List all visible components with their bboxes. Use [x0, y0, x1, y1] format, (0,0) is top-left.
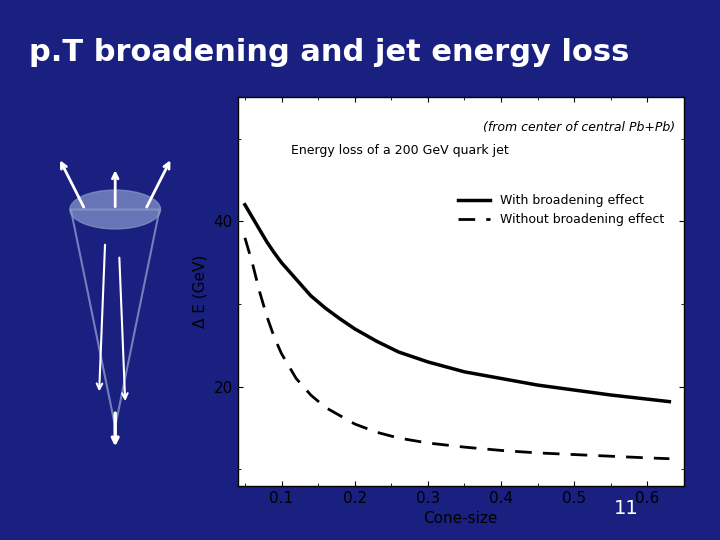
With broadening effect	[395, 349, 403, 355]
With broadening effect	[606, 392, 615, 398]
With broadening effect	[423, 359, 432, 365]
Text: (from center of central Pb+Pb): (from center of central Pb+Pb)	[483, 120, 675, 133]
With broadening effect	[497, 375, 505, 382]
With broadening effect	[277, 259, 286, 266]
Without broadening effect	[460, 444, 469, 450]
Without broadening effect	[277, 350, 286, 357]
With broadening effect	[534, 382, 542, 388]
With broadening effect	[570, 387, 579, 393]
With broadening effect	[307, 293, 315, 299]
With broadening effect	[270, 249, 279, 256]
Ellipse shape	[70, 190, 161, 229]
With broadening effect	[643, 396, 652, 402]
With broadening effect	[665, 399, 674, 405]
With broadening effect	[263, 239, 271, 245]
With broadening effect	[372, 338, 381, 345]
X-axis label: Cone-size: Cone-size	[423, 511, 498, 526]
Without broadening effect	[606, 453, 615, 460]
Without broadening effect	[321, 404, 330, 410]
Y-axis label: Δ E (GeV): Δ E (GeV)	[193, 255, 208, 328]
Legend: With broadening effect, Without broadening effect: With broadening effect, Without broadeni…	[454, 189, 669, 231]
Without broadening effect	[307, 392, 315, 398]
Line: Without broadening effect: Without broadening effect	[245, 238, 670, 458]
With broadening effect	[351, 326, 359, 332]
Without broadening effect	[534, 450, 542, 456]
Text: 11: 11	[614, 500, 639, 518]
Without broadening effect	[351, 421, 359, 427]
Without broadening effect	[240, 234, 249, 241]
Without broadening effect	[336, 413, 344, 419]
With broadening effect	[321, 305, 330, 312]
Without broadening effect	[270, 334, 279, 340]
Without broadening effect	[643, 455, 652, 461]
Without broadening effect	[292, 375, 300, 382]
Without broadening effect	[665, 455, 674, 462]
Without broadening effect	[263, 313, 271, 320]
With broadening effect	[292, 276, 300, 282]
Without broadening effect	[372, 429, 381, 435]
Without broadening effect	[423, 440, 432, 446]
With broadening effect	[255, 226, 264, 233]
Without broadening effect	[395, 435, 403, 441]
Text: Energy loss of a 200 GeV quark jet: Energy loss of a 200 GeV quark jet	[291, 144, 509, 157]
Text: p.T broadening and jet energy loss: p.T broadening and jet energy loss	[29, 38, 629, 67]
Without broadening effect	[248, 259, 256, 266]
With broadening effect	[248, 214, 256, 220]
Without broadening effect	[255, 288, 264, 295]
Without broadening effect	[570, 451, 579, 458]
Line: With broadening effect: With broadening effect	[245, 205, 670, 402]
With broadening effect	[240, 201, 249, 208]
Without broadening effect	[497, 447, 505, 454]
With broadening effect	[460, 369, 469, 375]
With broadening effect	[336, 316, 344, 322]
